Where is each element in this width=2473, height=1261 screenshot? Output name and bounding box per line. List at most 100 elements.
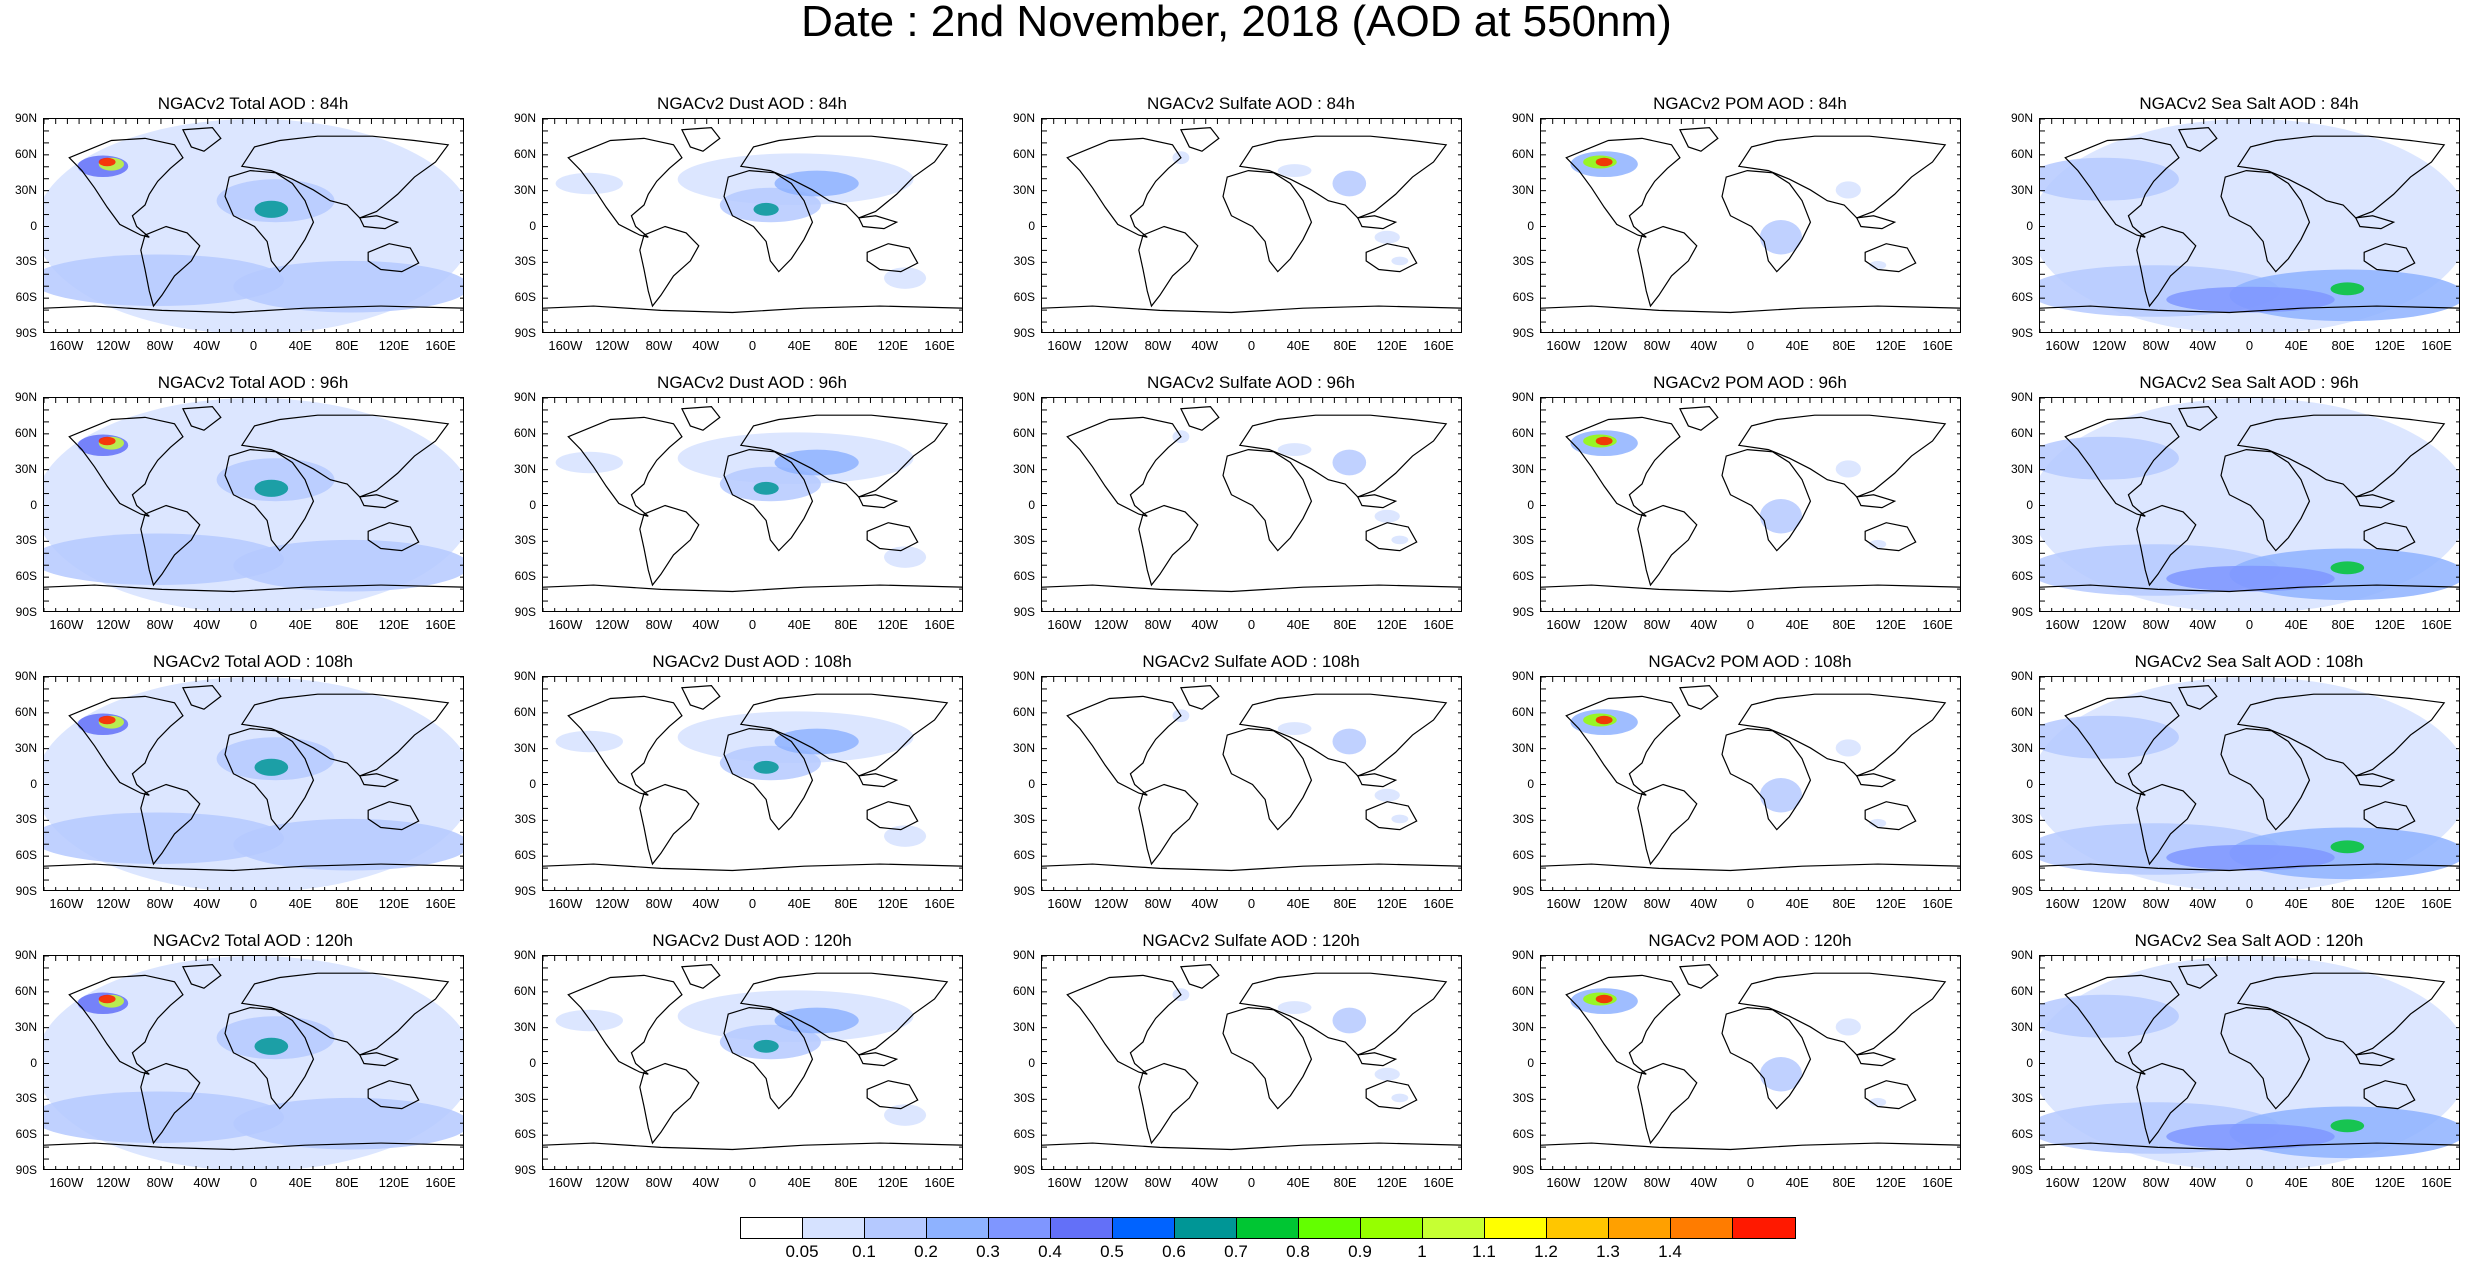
- lon-label: 120W: [2092, 1175, 2127, 1190]
- lat-label: 0: [1028, 497, 1035, 512]
- panel-r1-dust-map-plot: [543, 119, 962, 332]
- colorbar-swatch: [1547, 1218, 1609, 1238]
- coastline-outline: [2065, 975, 2179, 1074]
- panel-r4-pom-title: NGACv2 POM AOD : 120h: [1648, 931, 1852, 950]
- lon-label: 80E: [1333, 1175, 1357, 1190]
- lon-label: 120W: [1094, 896, 1129, 911]
- coastline-outline: [2364, 802, 2415, 830]
- lon-label: 160W: [49, 617, 84, 632]
- lon-label: 80E: [834, 896, 858, 911]
- lat-label: 60S: [2011, 569, 2033, 584]
- coastline-outline: [368, 244, 419, 272]
- coastline-outline: [2364, 523, 2415, 551]
- lat-label: 0: [30, 218, 37, 233]
- coastline-outline: [2179, 965, 2217, 989]
- lon-label: 0: [1247, 1175, 1256, 1190]
- aod-field-shading: [1277, 1001, 1312, 1015]
- lat-label: 30S: [514, 1091, 536, 1106]
- lat-label: 60S: [2011, 848, 2033, 863]
- coastline-outline: [741, 973, 947, 1055]
- panel-r1-pom-title: NGACv2 POM AOD : 84h: [1653, 94, 1847, 113]
- lat-label: 30S: [1013, 254, 1035, 269]
- panel-r2-dust-title: NGACv2 Dust AOD : 96h: [657, 373, 847, 392]
- lon-label: 40E: [288, 617, 312, 632]
- lon-label: 120W: [1094, 1175, 1129, 1190]
- lat-label: 90N: [2010, 669, 2033, 683]
- lon-label: 40E: [2284, 617, 2308, 632]
- lon-label: 80E: [834, 1175, 858, 1190]
- aod-field-shading: [98, 715, 116, 725]
- lon-label: 160W: [49, 1175, 84, 1190]
- lat-label: 30S: [2011, 254, 2033, 269]
- panel-r3-total-map: [43, 676, 464, 891]
- coastline-outline: [44, 306, 464, 312]
- coastline-outline: [1566, 975, 1680, 1074]
- coastlines: [2040, 686, 2460, 871]
- coastline-outline: [360, 774, 398, 787]
- lon-label: 120E: [2374, 338, 2406, 353]
- figure-title: Date : 2nd November, 2018 (AOD at 550nm): [801, 0, 1672, 46]
- coastline-outline: [568, 696, 682, 795]
- lat-label: 0: [1028, 776, 1035, 791]
- lat-label: 90S: [1512, 884, 1534, 898]
- lon-label: 120E: [1376, 617, 1408, 632]
- lat-label: 60N: [1012, 425, 1035, 440]
- lon-label: 160W: [1546, 617, 1581, 632]
- aod-field-shading: [233, 818, 463, 871]
- coastlines: [2040, 965, 2460, 1150]
- coastline-outline: [225, 171, 313, 272]
- coastline-outline: [1067, 696, 1181, 795]
- lon-label: 120W: [1094, 617, 1129, 632]
- coastline-outline: [682, 686, 720, 710]
- coastline-outline: [2356, 495, 2394, 508]
- lon-label: 40E: [787, 896, 811, 911]
- panel-r3-seasalt-map-plot: [2040, 677, 2460, 890]
- lat-label: 60N: [1511, 425, 1534, 440]
- lon-label: 120W: [96, 1175, 131, 1190]
- coastline-outline: [640, 506, 699, 586]
- panel-r2-seasalt-title: NGACv2 Sea Salt AOD : 96h: [2139, 373, 2359, 392]
- lat-label: 30S: [514, 812, 536, 827]
- panel-r1-total-map: [43, 118, 464, 333]
- aod-field-shading: [1759, 1057, 1803, 1092]
- lon-label: 80W: [2142, 896, 2170, 911]
- coastline-outline: [682, 407, 720, 431]
- lon-label: 40W: [193, 896, 221, 911]
- panel-r1-seasalt-map-plot: [2040, 119, 2459, 332]
- lon-label: 160W: [49, 896, 84, 911]
- lat-label: 90S: [15, 1163, 37, 1177]
- aod-field-shading: [2166, 1123, 2335, 1150]
- coastline-outline: [1042, 864, 1462, 870]
- panel-r2-pom-map-plot: [1541, 398, 1960, 611]
- lat-label: 60S: [15, 1127, 37, 1142]
- lon-label: 40W: [193, 1175, 221, 1190]
- aod-field-shading: [254, 1037, 289, 1055]
- coastline-outline: [1857, 216, 1895, 229]
- lon-label: 120W: [595, 338, 630, 353]
- lat-label: 90N: [14, 390, 37, 404]
- lat-label: 0: [2026, 218, 2033, 233]
- lon-label: 0: [249, 896, 258, 911]
- panel-r3-dust-title: NGACv2 Dust AOD : 108h: [652, 652, 852, 671]
- lon-label: 120E: [378, 617, 410, 632]
- aod-field-shading: [1332, 1007, 1367, 1034]
- lon-label: 160E: [1423, 896, 1454, 911]
- aod-field-shading: [2040, 436, 2179, 480]
- colorbar-label: 0.2: [914, 1242, 938, 1261]
- lat-label: 60N: [2010, 146, 2033, 161]
- lon-label: 160E: [924, 338, 955, 353]
- coastline-outline: [1181, 128, 1219, 152]
- lon-label: 160W: [1047, 338, 1082, 353]
- lon-label: 160E: [924, 1175, 955, 1190]
- lon-label: 160E: [2421, 338, 2452, 353]
- coastline-outline: [1541, 1143, 1961, 1149]
- aod-field-shading: [98, 157, 116, 167]
- aod-field-shading: [233, 539, 463, 592]
- panel-r4-seasalt-map-plot: [2040, 956, 2460, 1169]
- coastline-outline: [183, 407, 221, 431]
- lon-label: 160E: [2421, 896, 2452, 911]
- aod-field-shading: [2040, 157, 2179, 201]
- panel-r1-sulfate-map-plot: [1042, 119, 1461, 332]
- lat-label: 30N: [2010, 1019, 2033, 1034]
- coastline-outline: [141, 506, 200, 586]
